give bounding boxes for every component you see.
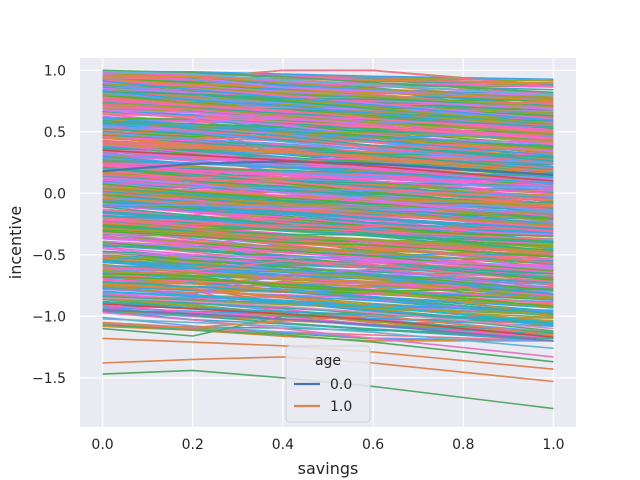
series-line	[102, 252, 554, 268]
series-line	[102, 220, 554, 253]
y-axis-label: incentive	[6, 206, 25, 279]
y-tick-label: −1.0	[32, 309, 66, 325]
series-line	[102, 221, 554, 264]
y-tick-label: −0.5	[32, 248, 66, 264]
series-line	[102, 276, 554, 308]
series-line	[102, 186, 554, 226]
series-line	[102, 290, 554, 324]
legend-entries: 0.01.0	[294, 377, 352, 415]
series-line	[102, 206, 554, 252]
series-line	[102, 149, 554, 182]
series-line	[102, 176, 554, 218]
series-line	[102, 152, 554, 191]
series-line	[102, 281, 554, 315]
series-line	[102, 235, 554, 265]
series-line	[102, 273, 554, 292]
series-line	[102, 96, 554, 134]
series-line	[102, 303, 554, 338]
x-tick-label: 0.8	[452, 437, 474, 453]
series-line	[102, 235, 554, 274]
series-line	[102, 128, 554, 159]
y-tick-label: 0.0	[44, 186, 66, 202]
series-line	[102, 220, 554, 231]
series-line	[102, 225, 554, 244]
x-axis-label: savings	[298, 459, 359, 478]
series-line	[102, 204, 554, 230]
series-line	[102, 205, 554, 238]
y-tick-label: −1.5	[32, 371, 66, 387]
series-line	[102, 337, 554, 370]
series-line	[102, 268, 554, 296]
series-line	[102, 309, 554, 342]
series-line	[102, 200, 554, 243]
series-line	[102, 89, 554, 131]
series-line	[102, 183, 554, 218]
series-line	[102, 99, 554, 131]
series-line	[102, 102, 554, 135]
series-line	[102, 311, 554, 358]
series-line	[102, 120, 554, 164]
series-line	[102, 198, 554, 226]
series-line	[102, 112, 554, 140]
series-line	[102, 250, 554, 291]
legend-title: age	[315, 353, 341, 369]
series-line	[102, 324, 554, 363]
series-line	[102, 216, 554, 241]
series-line	[102, 203, 554, 213]
series-line	[102, 165, 554, 207]
series-line	[102, 244, 554, 279]
series-line	[102, 125, 554, 165]
series-line	[102, 163, 554, 195]
x-tick-label: 1.0	[542, 437, 564, 453]
x-tick-label: 0.0	[91, 437, 113, 453]
series-line	[102, 69, 554, 94]
series-line	[102, 254, 554, 299]
series-line	[102, 174, 554, 183]
x-tick-label: 0.4	[272, 437, 294, 453]
legend-entry-label: 0.0	[330, 377, 352, 393]
series-line	[102, 285, 554, 312]
series-line	[102, 136, 554, 175]
series-line	[102, 70, 554, 96]
series-line	[102, 302, 554, 322]
x-tick-label: 0.6	[362, 437, 384, 453]
series-line	[102, 80, 554, 122]
series-line	[102, 265, 554, 284]
series-line	[102, 356, 554, 383]
legend-entry-label: 1.0	[330, 399, 352, 415]
series-line	[102, 369, 554, 410]
series-line	[102, 297, 554, 330]
series-line	[102, 276, 554, 297]
series-line	[102, 169, 554, 201]
series-line	[102, 314, 554, 336]
series-line	[102, 90, 554, 107]
series-line	[102, 230, 554, 258]
series-line	[102, 282, 554, 322]
y-tick-label: 0.5	[44, 125, 66, 141]
tick-labels: 0.0 0.2 0.4 0.6 0.8 1.0 1.0 0.5 0.0 −0.5 −1.0 −1.5	[32, 63, 565, 453]
series-line	[102, 260, 554, 295]
series-line	[102, 179, 554, 218]
series-line	[102, 69, 554, 87]
series-lines	[102, 69, 554, 410]
legend-box	[285, 345, 371, 423]
series-line	[102, 143, 554, 172]
y-tick-label: 1.0	[44, 63, 66, 79]
series-line	[102, 325, 554, 342]
series-line	[102, 316, 554, 342]
series-line	[102, 260, 554, 283]
legend: age 0.01.0	[285, 345, 371, 423]
x-tick-label: 0.2	[182, 437, 204, 453]
series-line	[102, 122, 554, 147]
series-line	[102, 318, 554, 350]
series-line	[102, 308, 554, 340]
series-line	[102, 155, 554, 184]
series-line	[102, 160, 554, 176]
